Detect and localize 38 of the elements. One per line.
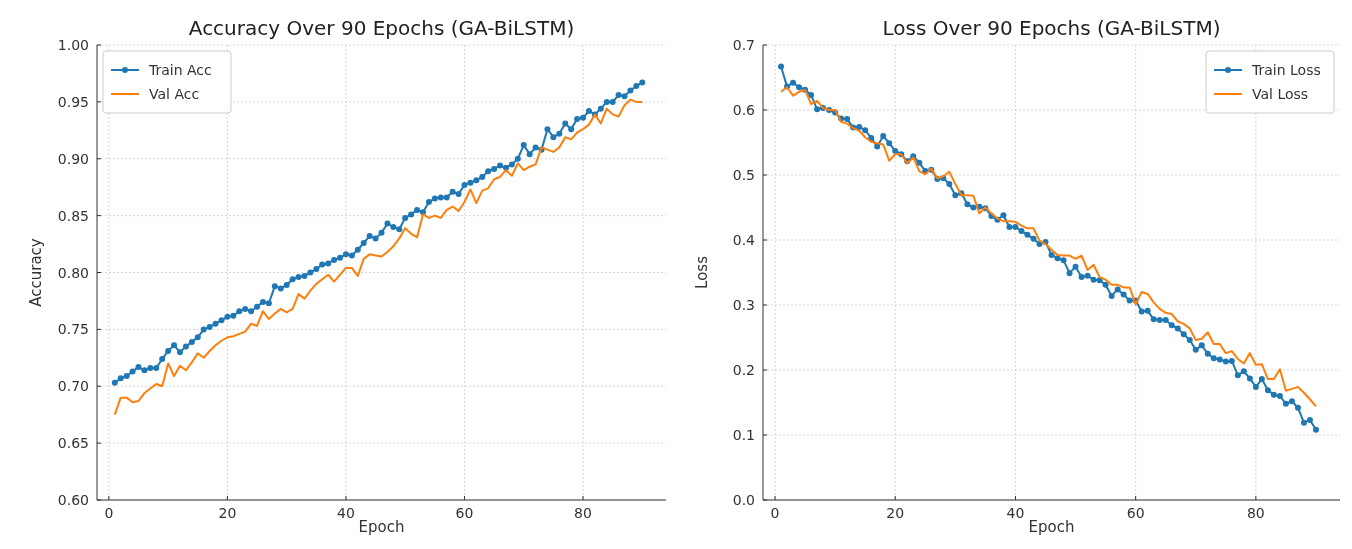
y-axis-title: Accuracy (27, 238, 45, 307)
x-tick-label: 40 (1006, 505, 1025, 521)
x-tick-label: 0 (770, 505, 780, 521)
y-tick-label: 0.65 (57, 435, 89, 452)
x-tick-label: 60 (455, 505, 474, 521)
legend-label: Train Acc (148, 62, 212, 78)
y-tick-label: 1.00 (57, 37, 89, 53)
y-tick-label: 0.60 (57, 492, 89, 508)
y-tick-label: 0.3 (732, 297, 755, 313)
y-tick-label: 0.5 (732, 167, 755, 183)
x-tick-label: 80 (574, 505, 592, 521)
y-tick-label: 0.90 (57, 150, 89, 167)
y-tick-label: 0.85 (57, 207, 89, 224)
x-tick-label: 40 (337, 505, 355, 521)
x-tick-label: 0 (104, 505, 114, 521)
chart-title: Loss Over 90 Epochs (GA-BiLSTM) (882, 16, 1221, 40)
y-tick-label: 0.2 (732, 362, 755, 378)
y-tick-label: 0.75 (57, 321, 89, 338)
y-tick-label: 0.70 (57, 378, 89, 395)
y-tick-label: 0.4 (732, 232, 756, 248)
y-tick-label: 0.6 (732, 102, 756, 118)
x-tick-label: 20 (886, 505, 905, 521)
y-tick-label: 0.0 (732, 492, 755, 508)
legend-label: Val Acc (149, 86, 200, 102)
x-axis-title: Epoch (1028, 518, 1075, 536)
legend-label: Val Loss (1252, 86, 1309, 102)
y-tick-label: 0.7 (732, 37, 755, 53)
x-axis-title: Epoch (358, 518, 405, 536)
legend-label: Train Loss (1251, 62, 1321, 78)
y-axis-title: Loss (693, 255, 711, 289)
chart-title: Accuracy Over 90 Epochs (GA-BiLSTM) (188, 16, 575, 40)
x-tick-label: 80 (1246, 505, 1265, 521)
x-tick-label: 20 (218, 505, 237, 521)
y-tick-label: 0.95 (57, 93, 89, 110)
y-tick-label: 0.1 (732, 427, 755, 443)
line-series (113, 98, 644, 416)
x-tick-label: 60 (1126, 505, 1145, 521)
y-tick-label: 0.80 (57, 264, 89, 281)
